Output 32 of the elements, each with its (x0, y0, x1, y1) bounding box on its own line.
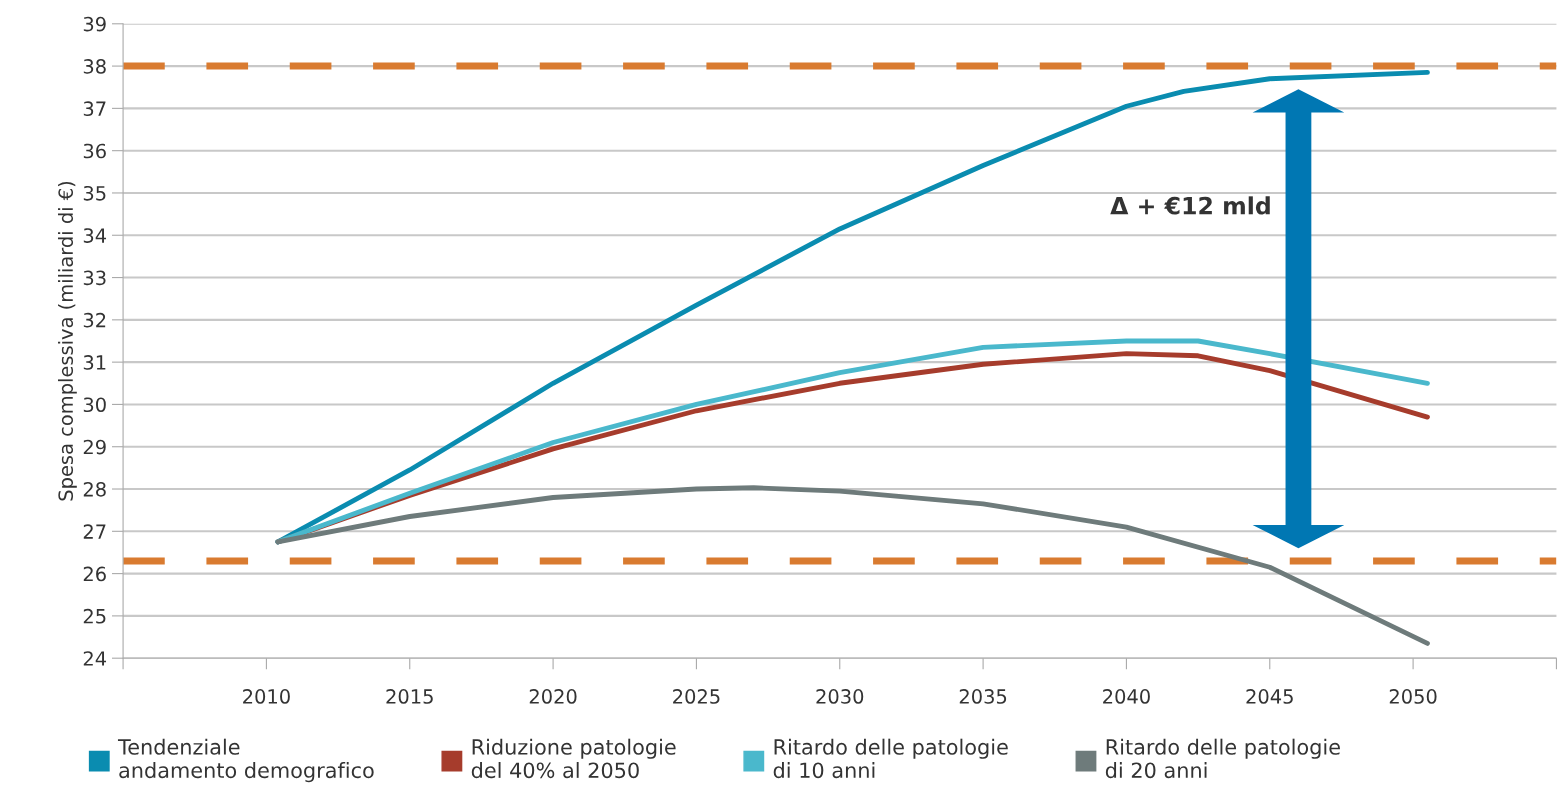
y-tick-label: 38 (83, 59, 106, 74)
y-tick-label: 30 (83, 397, 106, 413)
x-tick-label: 2050 (1389, 689, 1437, 704)
x-tick-label: 2010 (243, 689, 290, 704)
y-tick-label: 36 (83, 143, 106, 159)
y-tick-label: 35 (83, 185, 106, 201)
x-tick-label: 2045 (1246, 689, 1293, 704)
legend-label: Tendenziale andamento demografico (117, 738, 374, 783)
legend-label: Ritardo delle patologie di 10 anni (773, 738, 1008, 779)
x-tick-label: 2030 (816, 689, 864, 704)
y-tick-label: 39 (83, 16, 106, 32)
y-tick-label: 31 (83, 355, 106, 370)
legend-label: Riduzione patologie del 40% al 2050 (471, 738, 676, 779)
annotation: Δ + €12 mld (1110, 196, 1270, 215)
x-tick-label: 2020 (529, 689, 577, 704)
y-tick-label: 37 (83, 101, 106, 117)
x-tick-label: 2035 (959, 689, 1007, 704)
y-tick-label: 34 (83, 228, 107, 243)
y-tick-label: 27 (83, 524, 106, 539)
y-tick-label: 32 (83, 312, 106, 328)
y-tick-label: 24 (83, 651, 107, 666)
y-tick-label: 33 (83, 270, 106, 286)
y-tick-label: 28 (83, 481, 106, 497)
legend-label: Ritardo delle patologie di 20 anni (1105, 738, 1340, 779)
line-series (275, 485, 1430, 646)
x-tick-label: 2015 (386, 689, 433, 704)
x-tick-label: 2040 (1103, 689, 1150, 704)
y-tick-label: 25 (83, 608, 106, 624)
x-tick-label: 2025 (673, 689, 720, 704)
y-axis-title: Spesa complessiva (miliardi di €) (57, 181, 77, 501)
y-tick-label: 29 (83, 439, 106, 455)
y-tick-label: 26 (83, 566, 106, 582)
